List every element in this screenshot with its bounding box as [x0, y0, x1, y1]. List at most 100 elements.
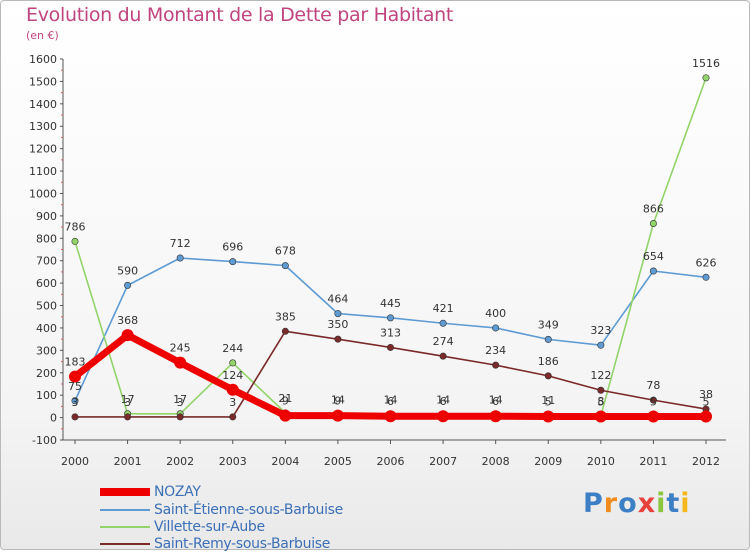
data-label: 626	[696, 256, 717, 269]
data-label: 6	[387, 395, 394, 408]
y-tick-label: 700	[36, 255, 57, 268]
y-tick-label: 800	[36, 232, 57, 245]
data-point	[331, 409, 344, 422]
x-tick-label: 2003	[219, 455, 247, 468]
data-label: 8	[597, 395, 604, 408]
data-label: 464	[327, 293, 348, 306]
data-point	[597, 386, 605, 394]
data-point	[489, 410, 502, 423]
x-tick-label: 2009	[534, 455, 562, 468]
data-point	[647, 410, 660, 423]
data-point	[124, 281, 132, 289]
data-point	[229, 413, 237, 421]
data-point	[439, 319, 447, 327]
data-point	[71, 413, 79, 421]
data-point	[176, 254, 184, 262]
y-tick-label: 900	[36, 210, 57, 223]
data-label: 14	[331, 393, 345, 406]
y-tick-label: 400	[36, 322, 57, 335]
x-tick-label: 2011	[639, 455, 667, 468]
data-point	[71, 237, 79, 245]
data-label: 313	[380, 326, 401, 339]
data-label: 75	[68, 380, 82, 393]
data-label: 17	[173, 393, 187, 406]
x-tick-label: 2012	[692, 455, 720, 468]
data-label: 696	[222, 241, 243, 254]
logo-letter: t	[666, 488, 681, 519]
data-point	[492, 361, 500, 369]
legend-swatch	[100, 526, 150, 528]
legend-swatch	[100, 509, 150, 511]
data-point	[544, 372, 552, 380]
data-label: 234	[485, 344, 506, 357]
y-tick-label: 200	[36, 367, 57, 380]
y-tick-label: 0	[50, 412, 57, 425]
data-label: 323	[590, 324, 611, 337]
data-label: 244	[222, 342, 243, 355]
legend-item: Villette-sur-Aube	[100, 519, 265, 535]
data-label: 6	[440, 395, 447, 408]
legend-label: Saint-Remy-sous-Barbuise	[154, 536, 331, 552]
data-point	[492, 324, 500, 332]
data-point	[334, 335, 342, 343]
data-point	[229, 359, 237, 367]
data-label: 654	[643, 250, 664, 263]
data-point	[542, 410, 555, 423]
data-label: 14	[489, 393, 503, 406]
data-point	[384, 410, 397, 423]
data-point	[702, 74, 710, 82]
data-point	[437, 410, 450, 423]
data-label: 21	[278, 392, 292, 405]
data-label: 9	[282, 395, 289, 408]
y-tick-label: 1100	[29, 165, 57, 178]
legend-label: NOZAY	[154, 484, 201, 500]
proxiti-logo: Proxiti	[583, 488, 691, 519]
data-label: 183	[65, 356, 86, 369]
data-label: 421	[433, 302, 454, 315]
y-tick-label: 1300	[29, 120, 57, 133]
y-tick-label: 100	[36, 389, 57, 402]
data-point	[594, 410, 607, 423]
legend-item: Saint-Étienne-sous-Barbuise	[100, 502, 343, 518]
data-point	[334, 310, 342, 318]
legend-swatch	[100, 543, 150, 545]
data-label: 866	[643, 203, 664, 216]
data-label: 274	[433, 335, 454, 348]
data-point	[597, 341, 605, 349]
x-tick-label: 2007	[429, 455, 457, 468]
data-point	[439, 352, 447, 360]
data-label: 1516	[692, 57, 720, 70]
data-label: 400	[485, 307, 506, 320]
data-label: 678	[275, 245, 296, 258]
chart-title: Evolution du Montant de la Dette par Hab…	[26, 4, 454, 26]
logo-letter: r	[603, 488, 619, 519]
data-label: 3	[229, 396, 236, 409]
data-label: 14	[436, 393, 450, 406]
data-point	[386, 343, 394, 351]
logo-letter: o	[618, 488, 638, 519]
data-label: 445	[380, 297, 401, 310]
y-tick-label: 1600	[29, 53, 57, 66]
data-label: 786	[65, 220, 86, 233]
data-label: 11	[541, 394, 555, 407]
legend-item: NOZAY	[100, 484, 201, 500]
data-label: 38	[699, 388, 713, 401]
data-point	[174, 356, 187, 369]
data-point	[279, 409, 292, 422]
data-point	[124, 413, 132, 421]
data-label: 3	[124, 396, 131, 409]
data-label: 350	[327, 318, 348, 331]
y-tick-label: 600	[36, 277, 57, 290]
data-label: 590	[117, 264, 138, 277]
legend-item: Saint-Remy-sous-Barbuise	[100, 536, 330, 552]
data-label: 6	[492, 395, 499, 408]
data-point	[649, 267, 657, 275]
data-point	[649, 220, 657, 228]
data-point	[281, 262, 289, 270]
data-point	[544, 335, 552, 343]
x-tick-label: 2006	[377, 455, 405, 468]
data-label: 5	[597, 395, 604, 408]
logo-letter: i	[680, 488, 691, 519]
data-label: 712	[170, 237, 191, 250]
